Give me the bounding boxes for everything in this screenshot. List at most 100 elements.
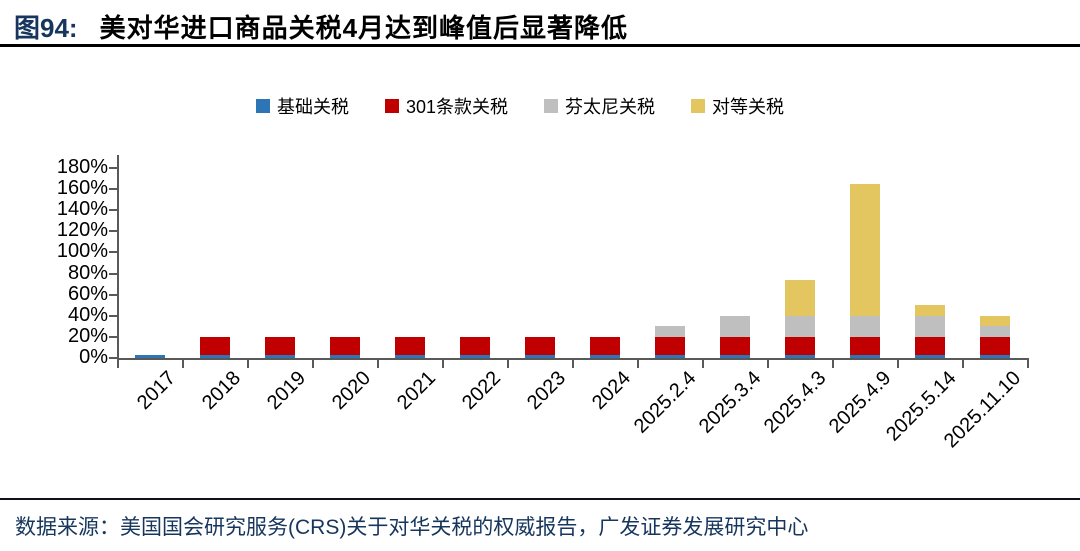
y-axis-tick xyxy=(109,272,117,275)
x-axis-tick xyxy=(767,360,769,368)
bar-segment-2025.11.10-对等关税 xyxy=(979,315,1010,327)
legend-label: 芬太尼关税 xyxy=(565,97,656,117)
figure-footer: 数据来源：美国国会研究服务(CRS)关于对华关税的权威报告，广发证券发展研究中心 xyxy=(15,511,808,541)
y-axis-tick-label: 60% xyxy=(67,282,108,305)
legend-label: 301条款关税 xyxy=(405,97,509,117)
legend-item-0: 基础关税 xyxy=(255,93,349,119)
bar-segment-2025.5.14-芬太尼关税 xyxy=(914,315,945,337)
x-axis-category-label: 2018 xyxy=(198,367,246,415)
x-axis-category-label: 2019 xyxy=(263,367,311,415)
y-axis-line xyxy=(117,155,119,360)
legend-item-3: 对等关税 xyxy=(691,93,784,119)
x-axis-tick xyxy=(182,360,184,368)
y-axis-tick xyxy=(109,335,117,338)
bar-segment-2025.3.4-301条款关税 xyxy=(719,336,750,355)
bar-segment-2021-基础关税 xyxy=(394,354,425,358)
x-axis-tick xyxy=(377,360,379,368)
x-axis-category-label: 2021 xyxy=(393,367,441,415)
bar-segment-2025.4.3-301条款关税 xyxy=(784,336,815,355)
x-axis-tick xyxy=(637,360,639,368)
figure-title: 美对华进口商品关税4月达到峰值后显著降低 xyxy=(99,13,629,43)
x-axis-category-label: 2025.2.4 xyxy=(629,367,701,438)
y-axis-tick-label: 80% xyxy=(67,261,108,284)
chart-legend: 基础关税 301条款关税 芬太尼关税 对等关税 xyxy=(0,93,1040,119)
bar-segment-2017-基础关税 xyxy=(134,354,165,358)
y-axis-tick-label: 0% xyxy=(79,346,108,368)
bar-segment-2025.4.3-芬太尼关税 xyxy=(784,315,815,337)
bar-segment-2024-301条款关税 xyxy=(589,336,620,355)
bar-segment-2025.11.10-基础关税 xyxy=(979,354,1010,358)
x-axis-category-label: 2023 xyxy=(523,367,571,415)
legend-item-1: 301条款关税 xyxy=(384,93,509,119)
bar-segment-2019-301条款关税 xyxy=(264,336,295,355)
legend-swatch-icon xyxy=(544,99,559,113)
y-axis-tick-label: 40% xyxy=(67,303,108,326)
x-axis-tick xyxy=(832,360,834,368)
bar-segment-2023-301条款关税 xyxy=(524,336,555,355)
bar-segment-2024-基础关税 xyxy=(589,354,620,358)
x-axis-category-label: 2020 xyxy=(328,367,376,415)
bar-segment-2019-基础关税 xyxy=(264,354,295,358)
legend-swatch-icon xyxy=(384,99,399,113)
x-axis-line xyxy=(117,358,1029,360)
bar-segment-2025.3.4-基础关税 xyxy=(719,354,750,358)
bar-segment-2025.11.10-301条款关税 xyxy=(979,336,1010,355)
bar-segment-2018-301条款关税 xyxy=(199,336,230,355)
bar-segment-2025.5.14-基础关税 xyxy=(914,354,945,358)
bar-segment-2025.4.9-基础关税 xyxy=(849,354,880,358)
legend-label: 基础关税 xyxy=(276,97,349,117)
y-axis-tick xyxy=(109,209,117,212)
bar-segment-2025.4.3-基础关税 xyxy=(784,354,815,358)
bar-segment-2020-301条款关税 xyxy=(329,336,360,355)
y-axis-tick-label: 120% xyxy=(56,219,108,242)
x-axis-category-label: 2025.4.3 xyxy=(759,367,831,438)
legend-swatch-icon xyxy=(255,99,270,113)
x-axis-tick xyxy=(702,360,704,368)
y-axis-tick-label: 100% xyxy=(56,240,108,263)
x-axis-tick xyxy=(442,360,444,368)
bar-segment-2025.5.14-301条款关税 xyxy=(914,336,945,355)
bar-segment-2025.4.3-对等关税 xyxy=(784,279,815,316)
legend-item-2: 芬太尼关税 xyxy=(544,93,655,119)
bar-segment-2018-基础关税 xyxy=(199,354,230,358)
x-axis-category-label: 2025.3.4 xyxy=(694,367,766,438)
bar-segment-2025.2.4-基础关税 xyxy=(654,354,685,358)
footer-divider xyxy=(0,498,1080,500)
bar-segment-2025.3.4-芬太尼关税 xyxy=(719,315,750,337)
x-axis-tick xyxy=(572,360,574,368)
bar-segment-2025.2.4-301条款关税 xyxy=(654,336,685,355)
bar-segment-2020-基础关税 xyxy=(329,354,360,358)
y-axis-tick xyxy=(109,314,117,317)
source-label: 数据来源： xyxy=(15,516,120,539)
x-axis-tick xyxy=(117,360,119,368)
x-axis-category-label: 2022 xyxy=(458,367,506,415)
x-axis-tick xyxy=(312,360,314,368)
legend-swatch-icon xyxy=(691,99,706,113)
bar-segment-2025.4.9-301条款关税 xyxy=(849,336,880,355)
y-axis-tick xyxy=(109,230,117,233)
x-axis-tick xyxy=(507,360,509,368)
y-axis-tick-label: 20% xyxy=(67,324,108,347)
x-axis-tick xyxy=(897,360,899,368)
bar-segment-2023-基础关税 xyxy=(524,354,555,358)
x-axis-category-label: 2017 xyxy=(133,367,181,415)
source-text: 美国国会研究服务(CRS)关于对华关税的权威报告，广发证券发展研究中心 xyxy=(120,516,809,539)
y-axis-tick xyxy=(109,357,117,359)
y-axis-tick xyxy=(109,188,117,191)
y-axis-tick xyxy=(109,293,117,296)
bar-segment-2025.4.9-对等关税 xyxy=(849,183,880,316)
legend-label: 对等关税 xyxy=(712,97,785,117)
bar-segment-2025.5.14-对等关税 xyxy=(914,305,945,316)
x-axis-tick xyxy=(1027,360,1029,368)
header-divider xyxy=(0,44,1080,47)
bar-segment-2025.2.4-芬太尼关税 xyxy=(654,326,685,337)
x-axis-category-label: 2024 xyxy=(588,367,636,415)
bar-segment-2021-301条款关税 xyxy=(394,336,425,355)
y-axis-tick-label: 140% xyxy=(56,198,108,221)
y-axis-tick-label: 180% xyxy=(56,156,108,178)
bar-segment-2025.4.9-芬太尼关税 xyxy=(849,315,880,337)
figure-header: 图94: 美对华进口商品关税4月达到峰值后显著降低 xyxy=(14,8,628,45)
bar-segment-2025.11.10-芬太尼关税 xyxy=(979,326,1010,337)
x-axis-tick xyxy=(962,360,964,368)
